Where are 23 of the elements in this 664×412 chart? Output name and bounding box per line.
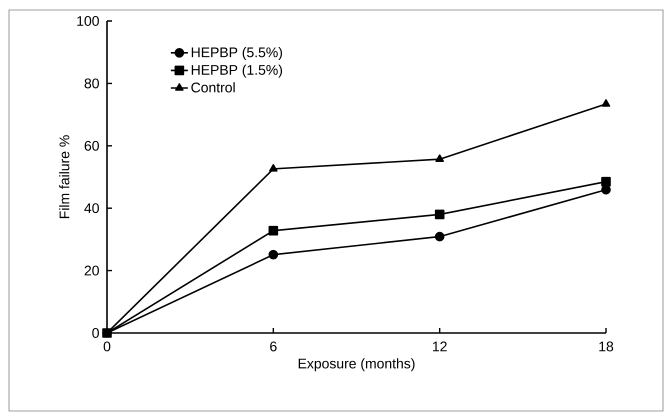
- point: [434, 232, 444, 242]
- y-tick-label: 0: [92, 328, 99, 338]
- y-tick-label: 20: [84, 266, 99, 276]
- y-tick-label: 100: [77, 16, 99, 26]
- point: [602, 99, 610, 107]
- y-tick-label: 60: [84, 140, 99, 151]
- point: [268, 226, 278, 236]
- legend-label: Control: [191, 82, 235, 92]
- point: [435, 154, 444, 162]
- x-tick-label: 12: [432, 342, 447, 352]
- x-axis-title: Exposure (months): [298, 358, 415, 372]
- x-tick-label: 0: [104, 342, 110, 352]
- y-axis-title: Film failure %: [59, 135, 70, 218]
- legend-label: HEPBP (5.5%): [192, 47, 282, 60]
- y-tick-label: 40: [84, 203, 99, 214]
- legend-label: HEPBP (1.5%): [192, 64, 282, 78]
- point: [601, 176, 611, 186]
- point: [268, 250, 278, 260]
- point: [269, 164, 278, 172]
- point: [434, 210, 444, 220]
- x-tick-label: 6: [270, 342, 277, 352]
- x-tick-label: 18: [599, 342, 614, 352]
- y-tick-label: 80: [84, 78, 99, 88]
